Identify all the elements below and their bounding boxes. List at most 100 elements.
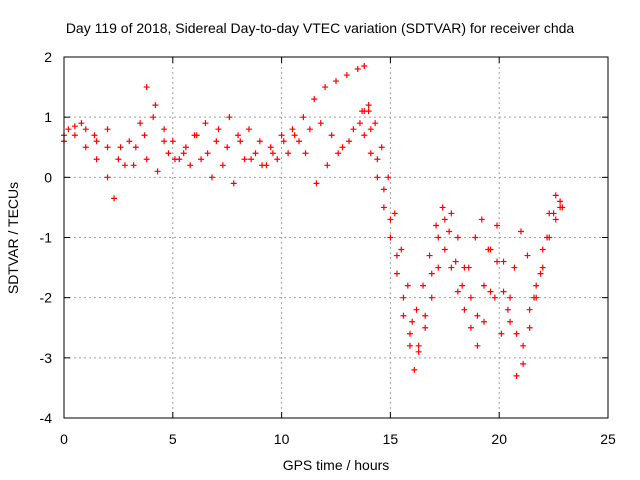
data-point [91,132,98,139]
x-tick-label: 5 [169,431,177,447]
data-point [474,312,481,319]
data-point [504,306,511,313]
y-tick-label: -4 [40,410,53,426]
data-point [71,132,78,139]
data-point [491,294,498,301]
data-point [269,150,276,157]
data-point [132,144,139,151]
data-point [465,264,472,271]
data-point [267,144,274,151]
data-point [404,282,411,289]
data-point [198,156,205,163]
data-point [480,318,487,325]
data-point [406,330,413,337]
data-point [289,126,296,133]
data-point [141,132,148,139]
data-point [557,198,564,205]
data-point [507,294,514,301]
data-point [339,144,346,151]
data-point [413,306,420,313]
data-point [433,222,440,229]
data-point [324,162,331,169]
data-point [161,138,168,145]
data-point [285,150,292,157]
data-point [356,120,363,127]
data-point [311,96,318,103]
data-point [372,120,379,127]
data-point [93,138,100,145]
data-point [248,156,255,163]
data-point [498,330,505,337]
data-point [520,342,527,349]
data-point [533,294,540,301]
data-point [461,306,468,313]
data-point [409,318,416,325]
data-point [533,282,540,289]
data-point [93,156,100,163]
data-point [152,102,159,109]
x-axis-label: GPS time / hours [283,457,390,473]
data-point [82,144,89,151]
data-point [224,144,231,151]
data-point [104,144,111,151]
data-point [500,258,507,265]
x-tick-label: 10 [274,431,290,447]
data-point [546,234,553,241]
data-point [230,180,237,187]
series-track-b [61,108,366,202]
data-point [204,150,211,157]
series-track-c [65,108,372,187]
data-point [296,138,303,145]
data-point [367,126,374,133]
data-point [78,120,85,127]
data-point [446,228,453,235]
data-point [517,228,524,235]
y-tick-label: -3 [40,350,53,366]
y-axis-label: SDTVAR / TECUs [5,182,21,294]
data-point [365,102,372,109]
y-tick-label: 0 [44,169,52,185]
data-point [367,150,374,157]
data-point [485,246,492,253]
data-point [400,312,407,319]
data-point [435,264,442,271]
data-point [302,150,309,157]
data-point [428,294,435,301]
data-point [507,318,514,325]
data-point [415,348,422,355]
data-point [274,156,281,163]
data-point [441,216,448,223]
data-point [472,234,479,241]
data-point [65,126,72,133]
data-point [361,132,368,139]
data-point [393,252,400,259]
data-point [374,156,381,163]
data-point [278,132,285,139]
data-point [420,282,427,289]
x-axis-ticks: 0 5 10 15 20 25 [60,57,616,447]
data-point [154,168,161,175]
data-point [441,246,448,253]
data-point [115,156,122,163]
data-point [306,126,313,133]
data-point [391,210,398,217]
data-point [280,138,287,145]
data-point [539,246,546,253]
data-point [435,234,442,241]
data-point [150,114,157,121]
data-point [111,195,118,202]
data-point [411,366,418,373]
data-point [169,138,176,145]
data-point [215,126,222,133]
data-point [539,264,546,271]
y-tick-label: -1 [40,230,53,246]
data-point [487,288,494,295]
data-point [448,210,455,217]
data-point [104,126,111,133]
data-point [237,138,244,145]
data-point [322,84,329,91]
data-point [524,252,531,259]
data-point [328,132,335,139]
data-point [537,270,544,277]
data-point [180,150,187,157]
